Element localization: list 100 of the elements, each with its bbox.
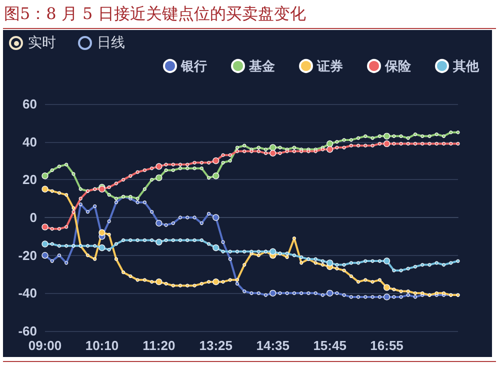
- x-tick-label: 13:25: [199, 338, 233, 353]
- point: [413, 132, 418, 136]
- point: [413, 142, 418, 146]
- legend-label: 银行: [180, 58, 207, 74]
- point: [192, 216, 196, 220]
- point: [50, 259, 54, 263]
- point: [406, 293, 410, 297]
- point: [178, 166, 182, 170]
- y-tick-label: -40: [18, 286, 37, 301]
- point: [285, 252, 289, 256]
- point: [114, 182, 118, 186]
- point: [392, 142, 396, 146]
- point: [136, 196, 140, 200]
- point: [93, 204, 97, 208]
- point: [456, 142, 460, 146]
- text: 日线: [97, 34, 125, 52]
- point: [342, 146, 346, 150]
- point: [335, 266, 339, 270]
- point: [136, 238, 140, 242]
- point: [171, 168, 175, 172]
- point: [300, 291, 304, 295]
- point: [178, 284, 182, 288]
- point: [200, 221, 204, 225]
- point: [370, 259, 374, 263]
- point: [285, 291, 289, 295]
- point: [256, 291, 260, 295]
- point: [114, 242, 118, 246]
- point: [406, 289, 410, 294]
- point: [142, 168, 146, 172]
- point: [349, 138, 353, 142]
- point: [57, 254, 62, 258]
- point: [107, 219, 111, 224]
- point: [192, 238, 196, 242]
- point: [364, 259, 368, 263]
- point: [64, 193, 68, 197]
- point: [320, 262, 325, 267]
- point: [264, 293, 268, 297]
- point: [364, 295, 368, 299]
- point: [128, 238, 132, 242]
- point: [57, 164, 62, 168]
- point: [186, 284, 190, 288]
- point: [399, 295, 403, 299]
- point: [399, 268, 403, 272]
- point: [314, 261, 318, 265]
- point: [64, 261, 68, 265]
- point: [228, 153, 232, 157]
- point: [406, 142, 410, 146]
- point: [164, 162, 168, 166]
- point: [413, 291, 418, 295]
- point: [420, 134, 424, 138]
- point: [228, 158, 232, 163]
- x-tick-label: 10:10: [85, 338, 119, 353]
- point: [264, 151, 268, 155]
- point: [413, 295, 418, 299]
- point: [192, 284, 196, 288]
- point: [64, 244, 68, 248]
- x-tick-label: 09:00: [28, 338, 62, 353]
- point: [434, 132, 438, 136]
- point: [378, 278, 382, 282]
- point: [171, 162, 175, 166]
- point: [342, 293, 346, 297]
- point: [164, 238, 168, 242]
- point: [399, 134, 403, 138]
- point: [72, 172, 76, 176]
- point: [136, 170, 140, 174]
- point: [392, 295, 396, 299]
- point: [86, 244, 90, 248]
- point: [107, 185, 111, 190]
- point: [200, 238, 204, 242]
- point: [335, 140, 339, 144]
- point: [342, 268, 346, 272]
- point: [378, 134, 382, 138]
- x-tick-label: 15:45: [313, 338, 346, 353]
- point: [228, 257, 232, 261]
- point: [349, 295, 353, 299]
- point: [442, 134, 446, 138]
- point: [392, 134, 396, 138]
- point: [256, 146, 260, 150]
- point: [150, 178, 154, 182]
- point: [285, 255, 289, 260]
- point: [449, 130, 453, 134]
- point: [378, 295, 382, 299]
- point: [306, 291, 310, 295]
- point: [57, 227, 62, 231]
- point: [178, 162, 182, 166]
- point: [364, 144, 368, 148]
- point: [413, 264, 418, 268]
- point: [392, 268, 396, 272]
- point: [356, 261, 360, 265]
- point: [406, 266, 410, 270]
- point: [200, 282, 204, 286]
- point: [50, 168, 54, 172]
- x-tick-label: 11:20: [142, 338, 176, 353]
- point: [442, 142, 446, 146]
- point: [335, 146, 339, 150]
- legend-label: 保险: [384, 58, 412, 74]
- point: [314, 291, 318, 295]
- point: [300, 255, 304, 260]
- point: [164, 282, 168, 286]
- point: [64, 225, 68, 229]
